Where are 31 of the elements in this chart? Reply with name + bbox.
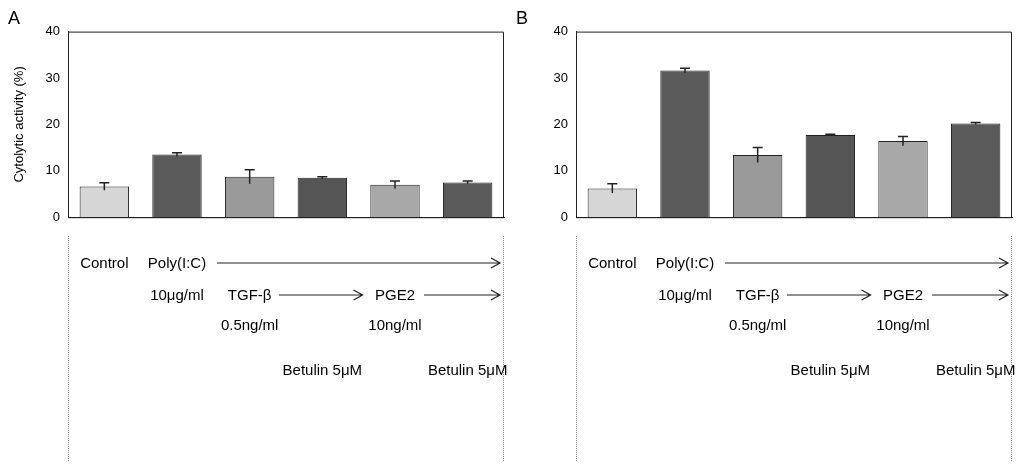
y-tick-label: 10 [553,162,568,178]
text: Betulin 5μM [935,361,1016,378]
text: TGF-β [227,286,272,303]
y-tick-label: 0 [560,208,568,224]
y-tick-label: 20 [45,115,60,131]
text: Poly(I:C) [147,254,207,271]
y-tick-label: 10 [45,162,60,178]
y-tick-label: 30 [553,69,568,85]
y-tick-label: 30 [45,69,60,85]
text: Betulin 5μM [427,361,508,378]
text: Betulin 5μM [790,361,871,378]
y-tick-label: 20 [553,115,568,131]
text: PGE2 [882,286,924,303]
y-tick-label: 0 [52,208,60,224]
y-tick-label: 40 [45,23,60,39]
chart-title: B [516,7,529,28]
chart-title: A [8,7,21,28]
text: 0.5ng/ml [220,316,279,333]
text: Poly(I:C) [655,254,715,271]
text: Control [588,254,637,271]
text: 10μg/ml [658,286,712,303]
text: 10μg/ml [150,286,204,303]
text: 10ng/ml [876,316,930,333]
y-tick-label: 40 [553,23,568,39]
y-axis-title: Cytolytic activity (%) [11,66,27,183]
text: Betulin 5μM [282,361,363,378]
text: 10ng/ml [368,316,422,333]
text: PGE2 [374,286,416,303]
text: 0.5ng/ml [728,316,787,333]
text: Control [80,254,129,271]
text: TGF-β [735,286,780,303]
